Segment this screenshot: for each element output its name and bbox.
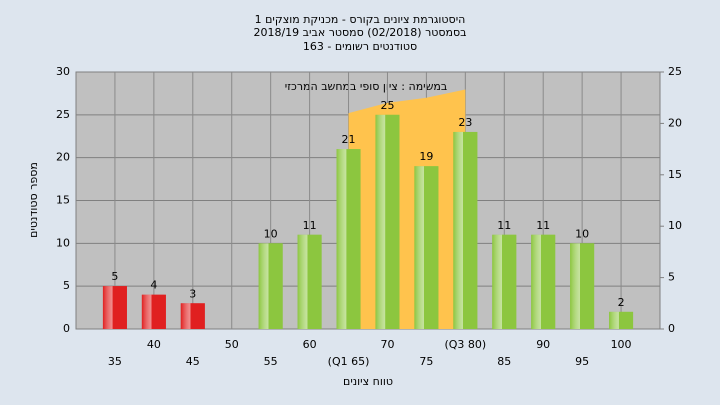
value-label: 23 — [458, 116, 472, 129]
value-label: 10 — [575, 227, 589, 240]
y-tick-label: 0 — [63, 322, 70, 335]
y2-tick-label: 5 — [668, 271, 675, 284]
x-tick-label: (Q1 65) — [328, 355, 370, 368]
value-label: 10 — [264, 227, 278, 240]
x-tick-label: (Q3 80) — [444, 338, 486, 351]
x-tick-label: 95 — [575, 355, 589, 368]
bar — [141, 294, 166, 329]
y-tick-label: 15 — [56, 194, 70, 207]
chart-subtitle: 163 - סטודנטים רשומים — [303, 40, 417, 53]
x-tick-label: 60 — [303, 338, 317, 351]
y-tick-label: 30 — [56, 65, 70, 78]
value-label: 11 — [497, 219, 511, 232]
y-tick-label: 5 — [63, 279, 70, 292]
y2-tick-label: 25 — [668, 65, 682, 78]
value-label: 4 — [150, 279, 157, 292]
chart-subtitle: בסמסטר (02/2018) סמסטר אביב 2018/19 — [253, 26, 466, 39]
y2-tick-label: 15 — [668, 168, 682, 181]
x-tick-label: 45 — [186, 355, 200, 368]
chart-title: היסטוגרמת ציונים בקורס - מכניקת מוצקים 1 — [255, 13, 466, 26]
x-tick-label: 50 — [225, 338, 239, 351]
x-tick-label: 85 — [497, 355, 511, 368]
x-tick-label: 100 — [611, 338, 632, 351]
value-label: 25 — [380, 99, 394, 112]
value-label: 19 — [419, 150, 433, 163]
bar — [258, 243, 283, 329]
bar — [492, 234, 517, 329]
value-label: 2 — [618, 296, 625, 309]
x-tick-label: 40 — [147, 338, 161, 351]
bar — [102, 286, 127, 329]
x-axis-label: טווח ציונים — [343, 375, 393, 388]
y-axis-label: מספר סטודנטים — [27, 162, 40, 238]
x-tick-label: 75 — [419, 355, 433, 368]
bar — [297, 234, 322, 329]
bar — [180, 303, 205, 329]
value-label: 11 — [536, 219, 550, 232]
y-tick-label: 10 — [56, 236, 70, 249]
value-label: 21 — [342, 133, 356, 146]
bar — [375, 114, 400, 329]
value-label: 3 — [189, 287, 196, 300]
y2-tick-label: 0 — [668, 322, 675, 335]
x-tick-label: 55 — [264, 355, 278, 368]
y-tick-label: 20 — [56, 151, 70, 164]
annotation: במשימה : ציון סופי במחשב המרכזי — [285, 80, 448, 93]
bar — [570, 243, 595, 329]
x-tick-label: 35 — [108, 355, 122, 368]
y2-tick-label: 10 — [668, 219, 682, 232]
bar — [336, 149, 361, 329]
highlight-area — [348, 89, 466, 329]
bar — [453, 131, 478, 329]
value-label: 11 — [303, 219, 317, 232]
bar — [414, 166, 439, 329]
x-tick-label: 70 — [380, 338, 394, 351]
y2-tick-label: 20 — [668, 116, 682, 129]
value-label: 5 — [111, 270, 118, 283]
y-tick-label: 25 — [56, 108, 70, 121]
x-tick-label: 90 — [536, 338, 550, 351]
bar — [531, 234, 556, 329]
bar — [609, 311, 634, 329]
